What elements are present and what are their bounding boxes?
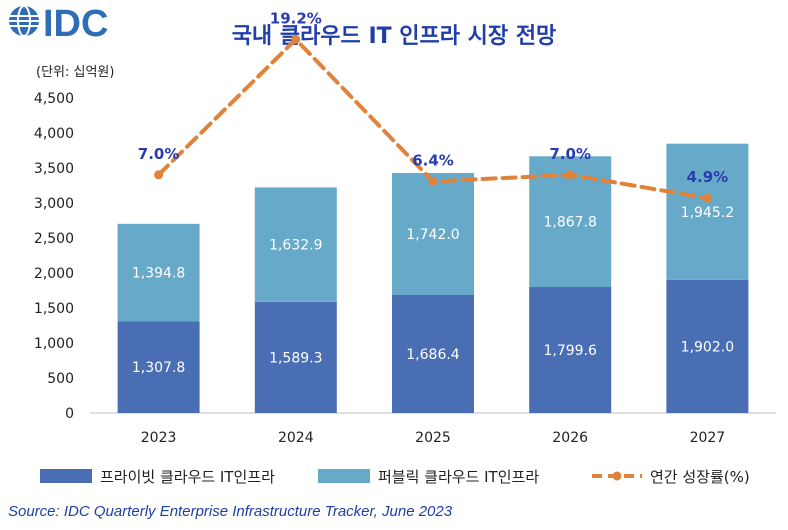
growth-point xyxy=(565,170,575,180)
growth-label: 4.9% xyxy=(687,168,729,186)
bar-private xyxy=(666,279,749,413)
globe-icon xyxy=(9,5,39,37)
data-label-public: 1,394.8 xyxy=(132,266,185,282)
unit-label: (단위: 십억원) xyxy=(36,65,114,80)
y-tick-label: 500 xyxy=(47,371,74,387)
bar-private xyxy=(529,287,612,413)
legend-label-public: 퍼블릭 클라우드 IT인프라 xyxy=(378,468,539,486)
data-label-private: 1,799.6 xyxy=(543,343,597,359)
bar-public xyxy=(392,173,474,295)
bar-public xyxy=(117,223,200,322)
growth-line: 7.0% 19.2% 6.4% 7.0% 4.9% xyxy=(138,9,729,203)
legend-swatch-private xyxy=(40,469,92,483)
logo-text: IDC xyxy=(43,3,108,45)
x-tick-label: 2025 xyxy=(415,430,451,446)
y-tick-label: 0 xyxy=(65,406,74,422)
growth-label: 19.2% xyxy=(270,9,322,27)
y-tick-label: 4,000 xyxy=(34,126,74,142)
x-tick-label: 2024 xyxy=(278,430,314,446)
bar-public xyxy=(254,187,337,302)
growth-label: 7.0% xyxy=(549,145,591,163)
idc-logo: IDC xyxy=(9,3,108,45)
data-label-private: 1,307.8 xyxy=(132,360,185,376)
y-tick-label: 2,500 xyxy=(34,231,74,247)
data-label-public: 1,945.2 xyxy=(681,205,734,221)
legend-label-private: 프라이빗 클라우드 IT인프라 xyxy=(100,468,275,486)
x-tick-label: 2026 xyxy=(552,430,588,446)
legend: 프라이빗 클라우드 IT인프라 퍼블릭 클라우드 IT인프라 연간 성장률(%) xyxy=(40,468,750,486)
x-tick-label: 2027 xyxy=(690,430,726,446)
bars xyxy=(117,143,749,413)
data-label-public: 1,632.9 xyxy=(269,238,322,254)
growth-point xyxy=(428,176,438,186)
y-tick-label: 1,000 xyxy=(34,336,74,352)
bar-private xyxy=(254,301,337,413)
data-label-private: 1,686.4 xyxy=(406,347,460,363)
legend-swatch-public xyxy=(318,469,370,483)
data-label-private: 1,902.0 xyxy=(681,339,734,355)
legend-label-growth: 연간 성장률(%) xyxy=(650,468,750,486)
data-label-public: 1,742.0 xyxy=(406,227,459,243)
bar-public xyxy=(666,143,749,280)
growth-label: 7.0% xyxy=(138,145,180,163)
source-note: Source: IDC Quarterly Enterprise Infrast… xyxy=(8,503,453,520)
bar-private xyxy=(392,294,474,413)
bar-private xyxy=(117,321,200,413)
growth-point xyxy=(702,193,712,203)
data-label-public: 1,867.8 xyxy=(543,215,596,231)
legend-marker-growth xyxy=(612,471,622,481)
data-label-private: 1,589.3 xyxy=(269,350,322,366)
growth-point xyxy=(291,34,301,44)
chart-title: 국내 클라우드 IT 인프라 시장 전망 xyxy=(232,24,557,49)
y-tick-label: 3,000 xyxy=(34,196,74,212)
x-tick-label: 2023 xyxy=(141,430,177,446)
growth-point xyxy=(154,170,164,180)
growth-label: 6.4% xyxy=(412,151,454,169)
x-axis: 2023 2024 2025 2026 2027 xyxy=(141,430,725,446)
y-tick-label: 3,500 xyxy=(34,161,74,177)
bar-labels: 1,307.8 1,394.8 1,589.3 1,632.9 1,686.4 1,742… xyxy=(132,205,734,376)
y-tick-label: 2,000 xyxy=(34,266,74,282)
y-axis: 0 500 1,000 1,500 2,000 2,500 3,000 3,500 4,000 4… xyxy=(34,91,74,422)
y-tick-label: 1,500 xyxy=(34,301,74,317)
y-tick-label: 4,500 xyxy=(34,91,74,107)
